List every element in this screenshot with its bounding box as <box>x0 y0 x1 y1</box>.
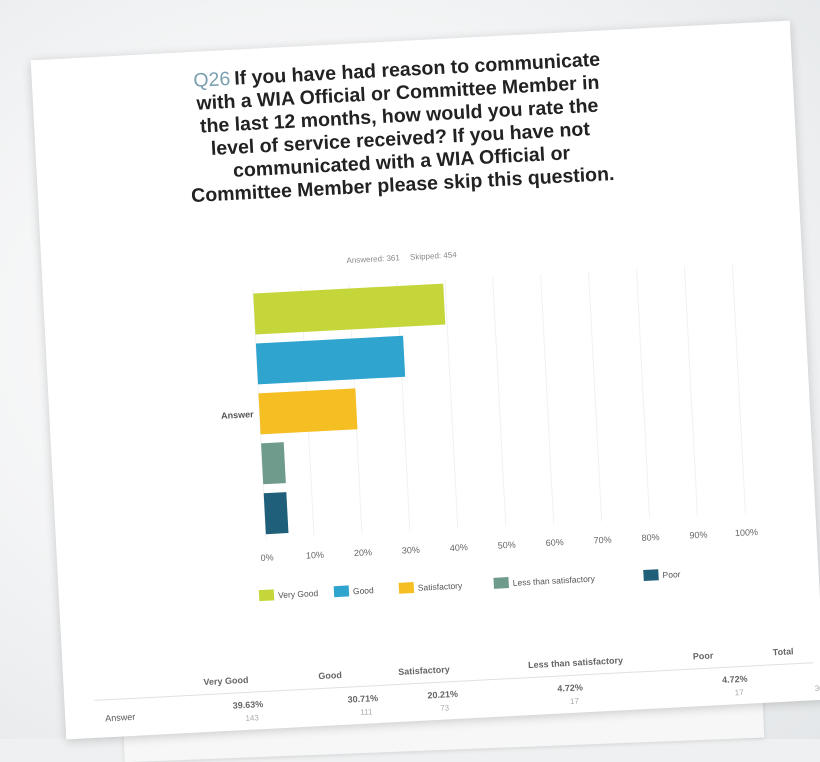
gridline <box>540 273 555 524</box>
table-count: 143 <box>245 713 260 724</box>
legend-label: Very Good <box>278 588 319 600</box>
x-tick-label: 30% <box>402 545 421 556</box>
legend-swatch <box>333 585 350 598</box>
table-count: 17 <box>734 687 744 698</box>
table-header: Poor <box>692 650 714 662</box>
gridline <box>731 263 746 514</box>
category-label: Answer <box>221 409 254 421</box>
table-row-label: Answer <box>105 711 136 724</box>
x-tick-label: 80% <box>641 532 660 543</box>
table-count: 17 <box>569 696 580 707</box>
x-tick-label: 70% <box>593 535 612 546</box>
gridline <box>635 268 651 519</box>
x-tick-label: 100% <box>735 527 759 538</box>
bar-satisfactory <box>258 388 358 435</box>
legend-swatch <box>398 582 415 594</box>
legend-swatch <box>643 569 659 581</box>
table-percent: 39.63% <box>232 699 264 711</box>
x-tick-label: 50% <box>497 540 516 551</box>
bar-less-than-satisfactory <box>261 442 286 485</box>
x-tick-label: 40% <box>450 542 469 553</box>
bar-poor <box>263 492 289 535</box>
legend-label: Good <box>353 585 375 596</box>
legend-swatch <box>493 577 509 589</box>
x-tick-label: 10% <box>306 550 325 561</box>
table-percent: 4.72% <box>557 682 584 694</box>
x-tick-label: 90% <box>689 530 708 541</box>
table-header: Total <box>772 646 794 658</box>
x-tick-label: 60% <box>545 537 564 548</box>
legend-label: Poor <box>662 569 681 580</box>
table-header: Good <box>318 669 343 682</box>
survey-page: Q26 If you have had reason to communicate… <box>30 20 820 740</box>
x-tick-label: 20% <box>354 547 373 558</box>
table-count: 361 <box>814 683 820 694</box>
gridline <box>492 276 507 527</box>
table-percent: 4.72% <box>721 673 748 686</box>
table-percent: 20.21% <box>427 688 459 701</box>
bar-very-good <box>253 283 446 335</box>
legend-label: Satisfactory <box>418 580 464 592</box>
legend-label: Less than satisfactory <box>512 574 595 588</box>
table-count: 111 <box>360 707 373 717</box>
gridline <box>444 278 459 529</box>
x-tick-label: 0% <box>260 552 274 563</box>
legend-swatch <box>258 589 275 602</box>
table-count: 73 <box>439 703 450 713</box>
gridline <box>683 266 698 517</box>
bar-chart: Answer 0% 10% 20% 30% 40% 50% 60% 70% 80% 90% 100% V… <box>221 263 759 602</box>
table-percent: 30.71% <box>347 693 379 705</box>
bar-good <box>255 335 406 385</box>
gridline <box>588 271 603 522</box>
